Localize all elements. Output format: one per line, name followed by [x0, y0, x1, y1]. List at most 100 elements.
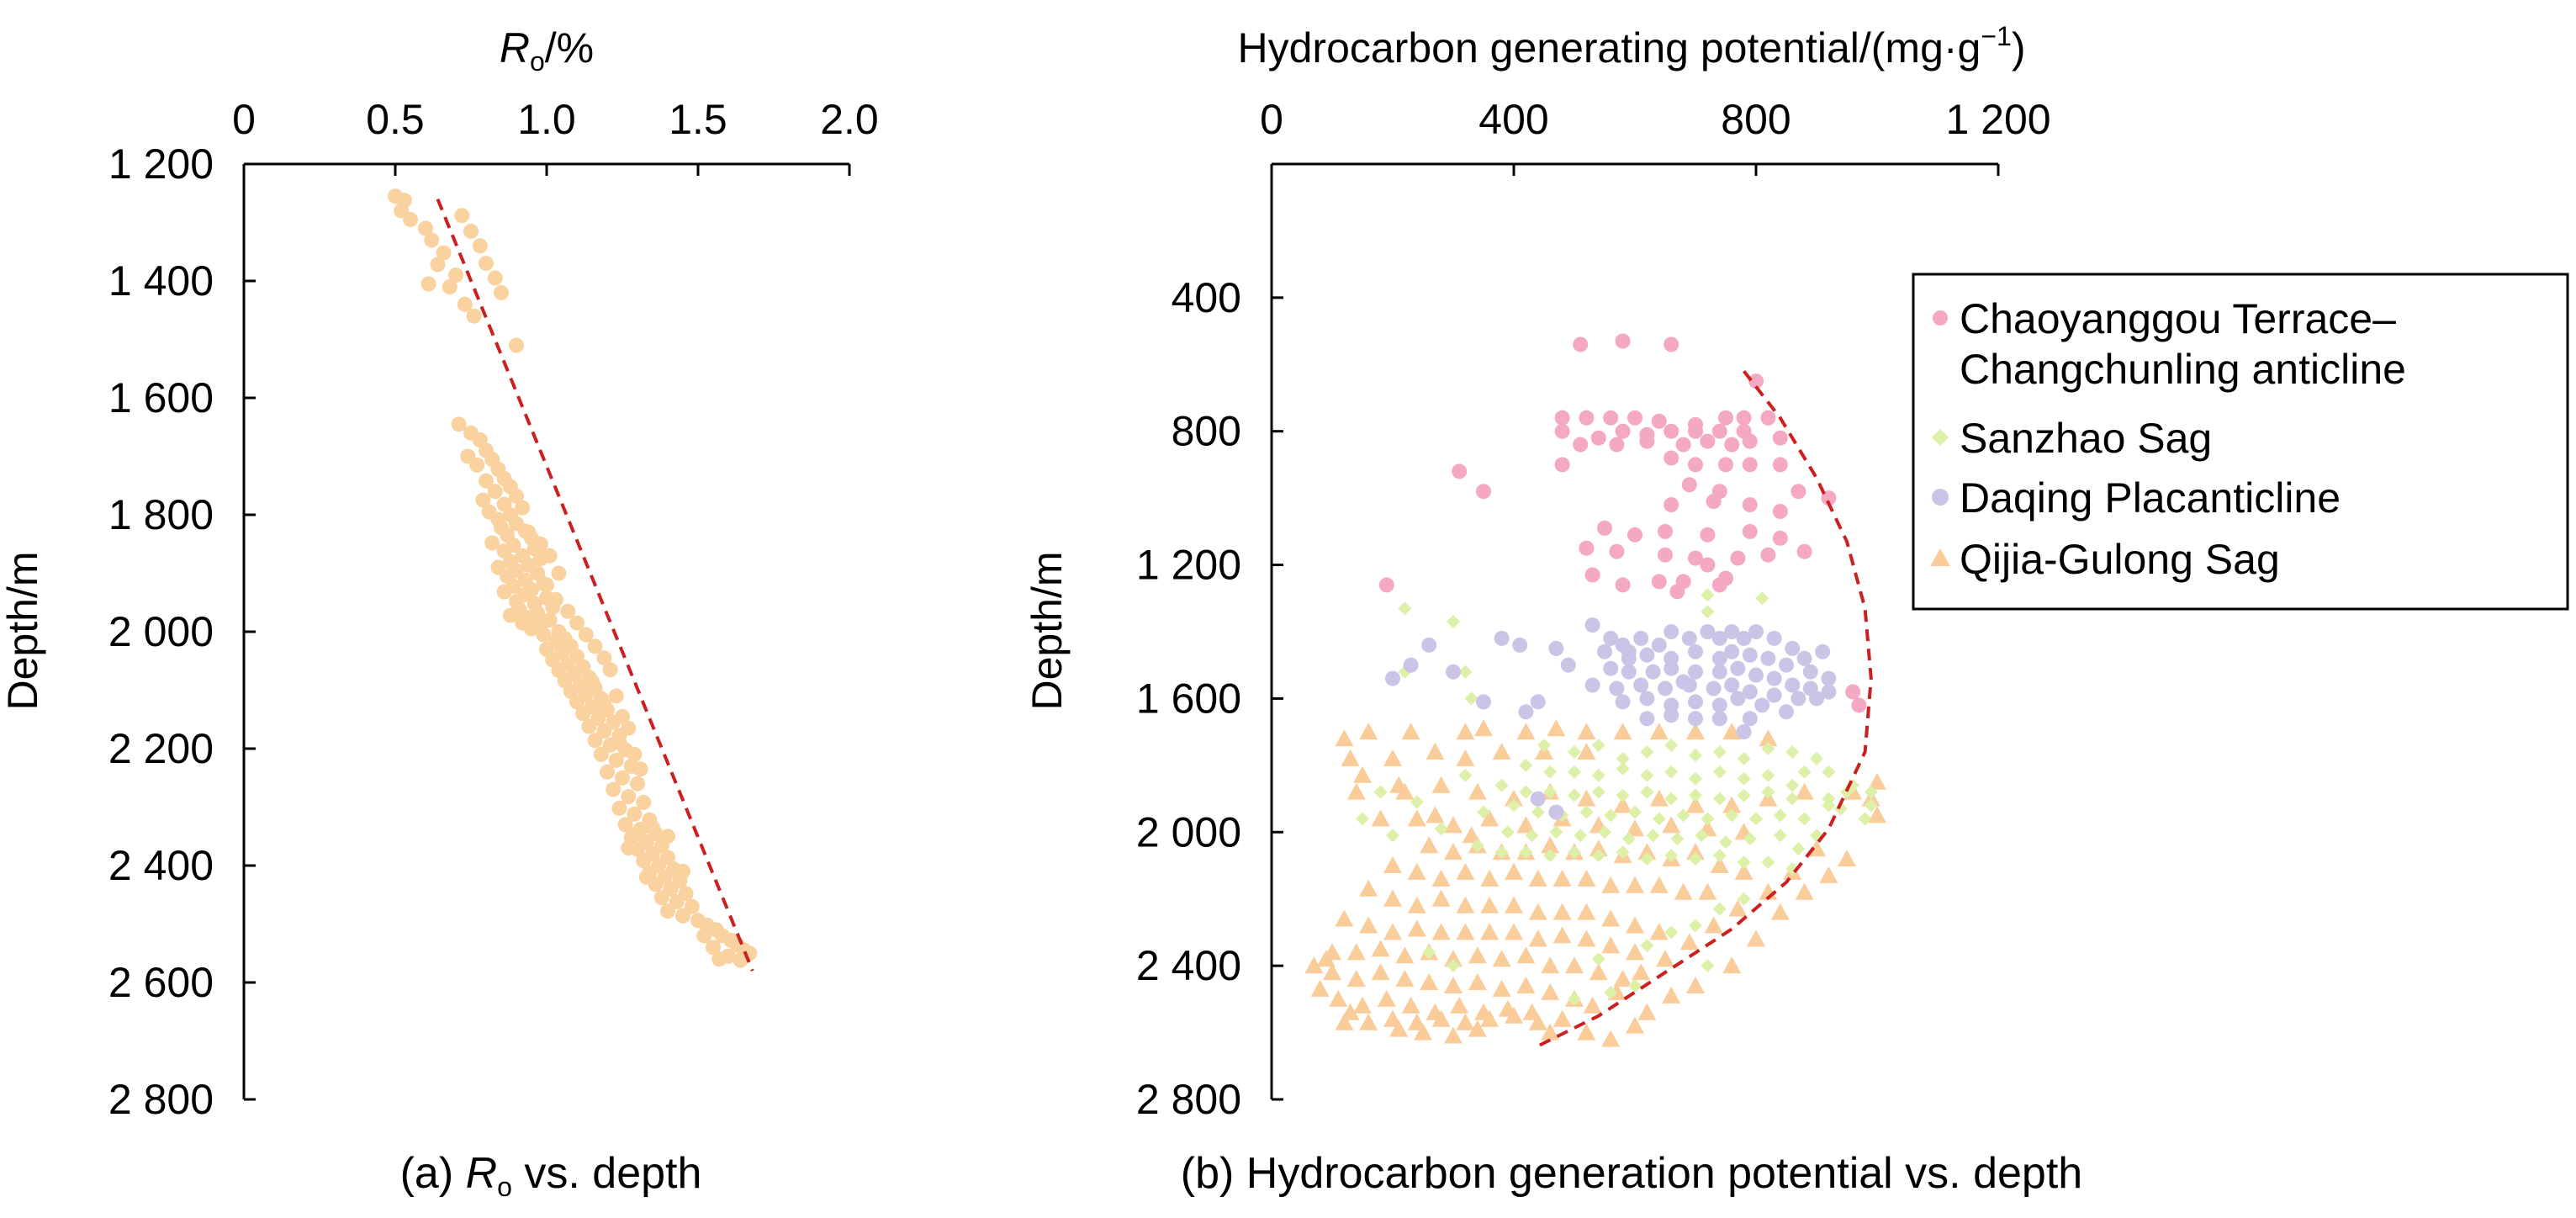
chaoyanggou-point	[1706, 494, 1722, 510]
sanzhao-point	[1785, 745, 1800, 759]
sanzhao-point	[1398, 601, 1412, 616]
qijia-point	[1353, 996, 1372, 1014]
qijia-point	[1468, 973, 1487, 990]
daqing-point	[1639, 711, 1655, 727]
chaoyanggou-point	[1772, 504, 1788, 519]
sanzhao-point	[1822, 798, 1836, 813]
ro-data-point	[484, 535, 500, 551]
daqing-point	[1603, 630, 1619, 646]
qijia-point	[1444, 977, 1463, 993]
daqing-point	[1700, 624, 1716, 639]
sanzhao-point	[1386, 829, 1399, 843]
qijia-point	[1577, 903, 1596, 920]
qijia-point	[1528, 929, 1547, 947]
legend-label-daqing: Daqing Placanticline	[1960, 474, 2341, 522]
ro-data-point	[581, 718, 597, 734]
daqing-point	[1385, 670, 1400, 686]
qijia-point	[1426, 806, 1445, 823]
sanzhao-point	[1858, 812, 1872, 826]
daqing-point	[1645, 664, 1661, 680]
qijia-point	[1601, 909, 1621, 927]
ro-data-point	[442, 279, 458, 294]
panel-a-caption: (a) Ro vs. depth	[400, 1149, 702, 1202]
sanzhao-point	[1616, 751, 1630, 765]
ro-data-point	[454, 208, 470, 224]
chaoyanggou-point	[1748, 373, 1764, 389]
qijia-point	[1456, 1013, 1475, 1030]
ro-data-point	[472, 238, 488, 254]
sanzhao-point	[1525, 829, 1539, 843]
chaoyanggou-point	[1615, 423, 1631, 439]
ro-data-point	[403, 212, 418, 227]
daqing-point	[1766, 670, 1782, 686]
sanzhao-point	[1701, 588, 1715, 602]
panel-b-points	[1304, 333, 1886, 1047]
sanzhao-point	[1664, 792, 1679, 806]
sanzhao-point	[1628, 979, 1642, 993]
daqing-point	[1530, 694, 1546, 710]
chaoyanggou-point	[1742, 457, 1758, 473]
chaoyanggou-point	[1452, 463, 1468, 479]
qijia-point	[1329, 989, 1348, 1007]
qijia-point	[1583, 996, 1602, 1014]
ro-data-point	[684, 898, 700, 914]
daqing-point	[1711, 664, 1727, 680]
qijia-point	[1383, 889, 1402, 907]
qijia-point	[1601, 1030, 1621, 1047]
qijia-point	[1323, 963, 1341, 981]
ro-data-point	[660, 829, 675, 845]
chaoyanggou-point	[1664, 336, 1679, 352]
qijia-point	[1770, 903, 1790, 920]
qijia-point	[1505, 862, 1523, 880]
qijia-point	[1377, 989, 1396, 1007]
qijia-point	[1420, 973, 1439, 990]
daqing-point	[1518, 704, 1534, 720]
daqing-point	[1675, 674, 1691, 690]
qijia-point	[1552, 1009, 1572, 1027]
sanzhao-point	[1689, 771, 1702, 786]
sanzhao-point	[1664, 739, 1679, 752]
sanzhao-point	[1621, 832, 1636, 846]
daqing-point	[1760, 650, 1776, 666]
qijia-point	[1577, 743, 1596, 760]
legend-item-sanzhao: Sanzhao Sag	[1932, 415, 2212, 462]
ro-data-point	[675, 908, 690, 924]
ro-data-point	[502, 607, 518, 623]
sanzhao-point	[1616, 761, 1630, 776]
ro-data-point	[621, 720, 637, 736]
qijia-point	[1722, 956, 1742, 974]
sanzhao-point	[1773, 808, 1787, 823]
sanzhao-point	[1737, 788, 1751, 802]
chaoyanggou-point	[1378, 577, 1394, 593]
ro-data-point	[630, 776, 645, 792]
sanzhao-point	[1689, 788, 1702, 802]
panel-b-ticks: 0 400 800 1 200 400 800 1 200 1 600 2 000 2 400 2 …	[1136, 96, 2051, 1123]
qijia-point	[1710, 856, 1729, 873]
ro-data-point	[596, 723, 612, 739]
panel-a-y-tick-label: 1 400	[108, 257, 214, 304]
chaoyanggou-point	[1664, 497, 1679, 513]
daqing-point	[1711, 697, 1727, 713]
daqing-point	[1664, 624, 1679, 639]
qijia-point	[1722, 796, 1742, 813]
sanzhao-point	[1598, 825, 1611, 839]
ro-data-point	[524, 621, 539, 637]
chaoyanggou-point	[1821, 490, 1837, 506]
legend-marker-daqing	[1932, 489, 1949, 506]
ro-data-point	[733, 952, 748, 968]
qijia-point	[1516, 977, 1536, 993]
sanzhao-point	[1646, 829, 1660, 843]
chaoyanggou-point	[1554, 423, 1570, 439]
legend-label-chaoyanggou-line1: Chaoyanggou Terrace–	[1960, 295, 2396, 342]
qijia-point	[1359, 879, 1378, 897]
qijia-point	[1679, 933, 1699, 951]
panel-b-y-tick-label: 2 800	[1136, 1076, 1241, 1123]
panel-b-y-tick-label: 1 600	[1136, 675, 1241, 722]
qijia-point	[1401, 723, 1420, 740]
panel-a: Ro/% Depth/m 0 0.5 1.0 1.5 2.0 1 200 1 400 1 60…	[0, 24, 879, 1202]
panel-b-y-tick-label: 400	[1172, 274, 1241, 321]
sanzhao-point	[1500, 825, 1515, 839]
legend-marker-sanzhao	[1932, 429, 1949, 446]
daqing-point	[1664, 660, 1679, 676]
ro-data-point	[418, 220, 433, 236]
